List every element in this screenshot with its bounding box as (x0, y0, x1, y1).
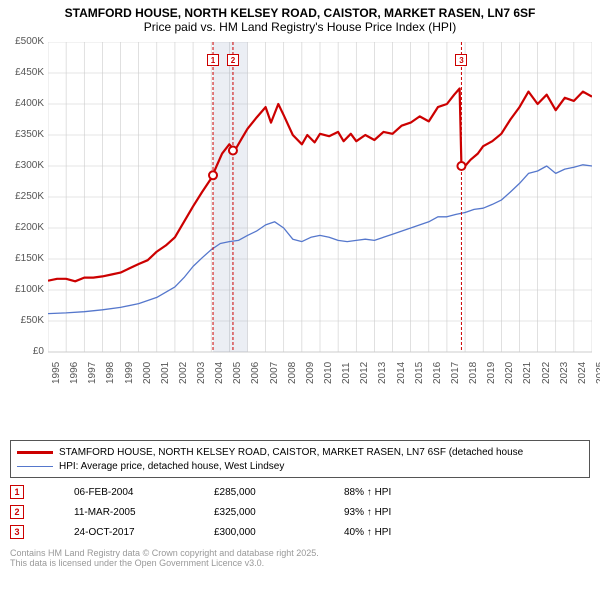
x-axis-label: 2004 (214, 324, 225, 384)
x-axis-label: 2022 (541, 324, 552, 384)
x-axis-label: 2023 (559, 324, 570, 384)
footer-line2: This data is licensed under the Open Gov… (10, 558, 590, 568)
title-subtitle: Price paid vs. HM Land Registry's House … (10, 20, 590, 34)
x-axis-label: 2021 (522, 324, 533, 384)
chart-marker-2: 2 (227, 54, 239, 66)
marker-pct: 40% ↑ HPI (344, 527, 590, 538)
x-axis-label: 1997 (87, 324, 98, 384)
legend-item-price: STAMFORD HOUSE, NORTH KELSEY ROAD, CAIST… (17, 445, 583, 459)
x-axis-label: 2003 (196, 324, 207, 384)
marker-date: 24-OCT-2017 (74, 527, 214, 538)
marker-num-box: 1 (10, 485, 24, 499)
marker-num-box: 3 (10, 525, 24, 539)
marker-price: £300,000 (214, 527, 344, 538)
y-axis-label: £200K (2, 222, 44, 233)
x-axis-label: 2018 (468, 324, 479, 384)
marker-pct: 93% ↑ HPI (344, 507, 590, 518)
y-axis-label: £50K (2, 315, 44, 326)
marker-table: 1 06-FEB-2004£285,00088% ↑ HPI 2 11-MAR-200… (10, 482, 590, 542)
footer-line1: Contains HM Land Registry data © Crown c… (10, 548, 590, 558)
x-axis-label: 2019 (486, 324, 497, 384)
x-axis-label: 2010 (323, 324, 334, 384)
legend-label-price: STAMFORD HOUSE, NORTH KELSEY ROAD, CAIST… (59, 447, 523, 458)
chart-title: STAMFORD HOUSE, NORTH KELSEY ROAD, CAIST… (0, 0, 600, 36)
marker-detail-row: 1 06-FEB-2004£285,00088% ↑ HPI (10, 482, 590, 502)
x-axis-label: 1999 (124, 324, 135, 384)
x-axis-label: 2002 (178, 324, 189, 384)
legend-item-hpi: HPI: Average price, detached house, West… (17, 459, 583, 473)
marker-detail-row: 2 11-MAR-2005£325,00093% ↑ HPI (10, 502, 590, 522)
x-axis-label: 2009 (305, 324, 316, 384)
y-axis-label: £300K (2, 160, 44, 171)
x-axis-label: 2005 (232, 324, 243, 384)
y-axis-label: £500K (2, 36, 44, 47)
legend-label-hpi: HPI: Average price, detached house, West… (59, 461, 284, 472)
marker-date: 06-FEB-2004 (74, 487, 214, 498)
x-axis-label: 1998 (105, 324, 116, 384)
title-address: STAMFORD HOUSE, NORTH KELSEY ROAD, CAIST… (10, 6, 590, 20)
x-axis-label: 2012 (359, 324, 370, 384)
chart-area: £0£50K£100K£150K£200K£250K£300K£350K£400… (48, 42, 592, 402)
x-axis-label: 2015 (414, 324, 425, 384)
x-axis-label: 2014 (396, 324, 407, 384)
chart-marker-3: 3 (455, 54, 467, 66)
x-axis-label: 2008 (287, 324, 298, 384)
y-axis-label: £100K (2, 284, 44, 295)
y-axis-label: £400K (2, 98, 44, 109)
marker-price: £285,000 (214, 487, 344, 498)
marker-num-box: 2 (10, 505, 24, 519)
y-axis-label: £450K (2, 67, 44, 78)
x-axis-label: 2016 (432, 324, 443, 384)
x-axis-label: 2007 (269, 324, 280, 384)
marker-detail-row: 3 24-OCT-2017£300,00040% ↑ HPI (10, 522, 590, 542)
legend-swatch-hpi (17, 466, 53, 467)
y-axis-label: £250K (2, 191, 44, 202)
x-axis-label: 2000 (142, 324, 153, 384)
legend: STAMFORD HOUSE, NORTH KELSEY ROAD, CAIST… (10, 440, 590, 478)
chart-marker-1: 1 (207, 54, 219, 66)
x-axis-label: 1995 (51, 324, 62, 384)
x-axis-label: 2020 (504, 324, 515, 384)
marker-date: 11-MAR-2005 (74, 507, 214, 518)
marker-pct: 88% ↑ HPI (344, 487, 590, 498)
y-axis-label: £350K (2, 129, 44, 140)
y-axis-label: £0 (2, 346, 44, 357)
x-axis-label: 2024 (577, 324, 588, 384)
x-axis-label: 2025 (595, 324, 600, 384)
x-axis-label: 2013 (377, 324, 388, 384)
x-axis-label: 2006 (250, 324, 261, 384)
y-axis-label: £150K (2, 253, 44, 264)
x-axis-label: 2001 (160, 324, 171, 384)
legend-swatch-price (17, 451, 53, 454)
x-axis-label: 2017 (450, 324, 461, 384)
x-axis-label: 1996 (69, 324, 80, 384)
x-axis-label: 2011 (341, 324, 352, 384)
footer-attribution: Contains HM Land Registry data © Crown c… (10, 548, 590, 568)
marker-price: £325,000 (214, 507, 344, 518)
